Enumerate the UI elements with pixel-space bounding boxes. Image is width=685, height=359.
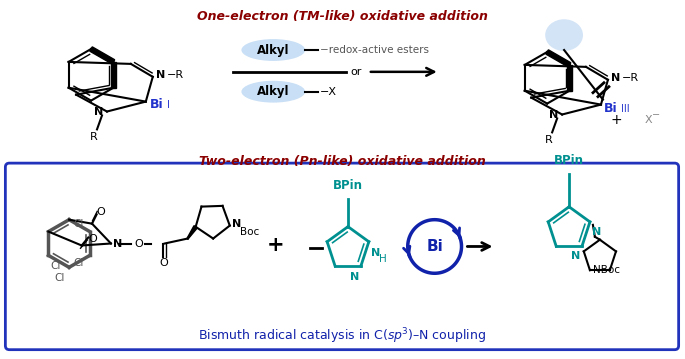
Text: N: N — [94, 107, 103, 117]
Text: R: R — [545, 135, 553, 145]
Text: +: + — [266, 236, 284, 256]
Text: −R: −R — [622, 73, 639, 83]
Text: O: O — [134, 238, 143, 248]
Text: NBoc: NBoc — [593, 265, 620, 275]
Text: or: or — [350, 67, 362, 77]
Text: N: N — [113, 238, 122, 248]
Text: Cl: Cl — [55, 273, 65, 283]
Ellipse shape — [545, 19, 583, 51]
Text: Bismuth radical catalysis in C($\it{sp}$$^3$)–N coupling: Bismuth radical catalysis in C($\it{sp}$… — [198, 326, 486, 346]
FancyBboxPatch shape — [5, 163, 679, 350]
Text: BPin: BPin — [333, 179, 363, 192]
Polygon shape — [567, 65, 572, 91]
Polygon shape — [90, 47, 114, 64]
Text: N: N — [592, 227, 601, 237]
Text: N: N — [232, 219, 241, 229]
Text: Two-electron (Pn-like) oxidative addition: Two-electron (Pn-like) oxidative additio… — [199, 155, 486, 168]
Text: O: O — [97, 208, 105, 218]
Text: N: N — [349, 272, 359, 282]
Text: −: − — [651, 109, 660, 120]
Text: I: I — [166, 100, 170, 109]
Text: Cl: Cl — [73, 219, 84, 229]
Ellipse shape — [241, 39, 305, 61]
Text: BPin: BPin — [554, 154, 584, 167]
Text: Bi: Bi — [604, 102, 618, 115]
Text: N: N — [371, 248, 380, 258]
Text: N: N — [571, 251, 580, 261]
Text: O: O — [160, 258, 168, 268]
Text: H: H — [379, 253, 386, 264]
Text: One-electron (TM-like) oxidative addition: One-electron (TM-like) oxidative additio… — [197, 10, 488, 23]
Ellipse shape — [241, 81, 305, 103]
Text: −R: −R — [166, 70, 184, 80]
Text: R: R — [90, 132, 98, 142]
Text: O: O — [88, 234, 97, 244]
Text: −X: −X — [320, 87, 337, 97]
Polygon shape — [546, 50, 571, 67]
Text: Bi: Bi — [150, 98, 164, 111]
Text: +: + — [610, 113, 622, 127]
Text: Cl: Cl — [51, 261, 61, 271]
Polygon shape — [187, 226, 197, 239]
Text: Boc: Boc — [240, 227, 259, 237]
Text: −redox-active esters: −redox-active esters — [320, 45, 429, 55]
Text: III: III — [621, 104, 630, 113]
Text: Alkyl: Alkyl — [257, 43, 290, 56]
Text: N: N — [155, 70, 165, 80]
Text: Alkyl: Alkyl — [257, 85, 290, 98]
Text: N: N — [549, 109, 558, 120]
Text: X: X — [645, 116, 653, 125]
Text: Cl: Cl — [73, 258, 84, 269]
Text: N: N — [611, 73, 620, 83]
Polygon shape — [111, 62, 116, 88]
Text: Bi: Bi — [426, 239, 443, 254]
